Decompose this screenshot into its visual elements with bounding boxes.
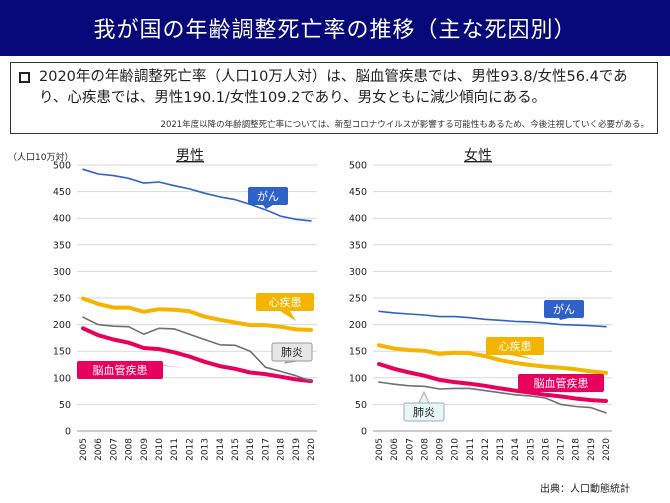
y-tick-label: 450 <box>53 187 71 198</box>
title-banner: 我が国の年齢調整死亡率の推移（主な死因別） <box>0 0 670 56</box>
x-tick-label: 2006 <box>390 438 400 461</box>
y-tick-label: 100 <box>53 373 71 384</box>
x-tick-label: 2009 <box>436 438 446 461</box>
x-tick-label: 2019 <box>292 438 302 461</box>
callout-pointer <box>510 355 536 360</box>
y-tick-label: 200 <box>53 320 71 331</box>
series-line-cerebro <box>377 362 608 403</box>
series-callout <box>544 300 584 318</box>
y-tick-label: 400 <box>349 214 367 225</box>
y-tick-label: 250 <box>53 294 71 305</box>
series-callout <box>518 374 604 392</box>
series-line-heart <box>81 296 313 332</box>
x-tick-label: 2013 <box>201 438 211 461</box>
x-tick-label: 2006 <box>94 438 104 461</box>
x-tick-label: 2015 <box>231 438 241 461</box>
series-line-heart <box>377 343 608 375</box>
series-callout-label: 肺炎 <box>281 346 303 359</box>
x-tick-label: 2005 <box>79 438 89 461</box>
x-tick-label: 2017 <box>557 438 567 461</box>
x-tick-label: 2014 <box>511 438 521 461</box>
series-callout-label: 肺炎 <box>413 406 435 419</box>
series-callout-label: がん <box>257 189 279 203</box>
callout-pointer <box>559 318 569 320</box>
callout-pointer <box>556 392 602 393</box>
y-tick-label: 500 <box>349 161 367 172</box>
x-tick-label: 2007 <box>405 438 415 461</box>
x-tick-label: 2012 <box>185 438 195 461</box>
y-tick-label: 0 <box>361 427 367 438</box>
y-tick-label: 400 <box>53 214 71 225</box>
y-tick-label: 500 <box>53 161 71 172</box>
y-tick-label: 350 <box>349 240 367 251</box>
series-callout-label: 心疾患 <box>499 339 532 353</box>
series-line-cancer <box>82 168 312 222</box>
series-callout <box>486 337 544 355</box>
summary-box: 2020年の年齢調整死亡率（人口10万人対）は、脳血管疾患では、男性93.8/女… <box>10 62 658 134</box>
summary-note: 2021年度以降の年齢調整死亡率については、新型コロナウイルスが影響する可能性も… <box>160 120 649 130</box>
callout-pointer <box>418 390 430 404</box>
series-callout-label: 脳血管疾患 <box>534 376 589 390</box>
x-tick-label: 2005 <box>375 438 385 461</box>
y-tick-label: 450 <box>349 187 367 198</box>
x-tick-label: 2018 <box>572 438 582 461</box>
x-tick-label: 2010 <box>155 438 165 461</box>
x-tick-label: 2008 <box>420 438 430 461</box>
x-tick-label: 2017 <box>261 438 271 461</box>
source-note: 出典：人口動態統計 <box>540 484 630 495</box>
series-callout-label: 脳血管疾患 <box>93 363 148 377</box>
y-tick-label: 0 <box>65 427 71 438</box>
x-tick-label: 2013 <box>496 438 506 461</box>
series-callout <box>248 187 288 205</box>
series-callout <box>256 293 314 311</box>
x-tick-label: 2015 <box>526 438 536 461</box>
series-callout-label: がん <box>553 302 575 316</box>
page-title: 我が国の年齢調整死亡率の推移（主な死因別） <box>93 18 577 43</box>
x-tick-label: 2011 <box>466 438 476 461</box>
y-tick-label: 100 <box>349 373 367 384</box>
x-tick-label: 2016 <box>246 438 256 461</box>
y-tick-label: 150 <box>53 347 71 358</box>
series-line-pneumonia <box>378 381 607 414</box>
x-tick-label: 2018 <box>277 438 287 461</box>
x-tick-label: 2008 <box>125 438 135 461</box>
x-tick-label: 2012 <box>481 438 491 461</box>
square-bullet-icon <box>19 72 30 83</box>
chart-title: 女性 <box>464 147 492 164</box>
callout-pointer <box>263 205 273 209</box>
series-line-cancer <box>378 310 607 328</box>
series-line-pneumonia <box>82 316 312 382</box>
y-tick-label: 150 <box>349 347 367 358</box>
chart-title: 男性 <box>176 148 204 164</box>
x-tick-label: 2007 <box>109 438 119 461</box>
y-tick-label: 300 <box>349 267 367 278</box>
x-tick-label: 2011 <box>170 438 180 461</box>
x-tick-label: 2020 <box>307 438 317 461</box>
x-tick-label: 2016 <box>541 438 551 461</box>
y-tick-label: 300 <box>53 267 71 278</box>
series-line-cerebro <box>81 326 313 384</box>
y-tick-label: 200 <box>349 320 367 331</box>
series-callout <box>403 402 445 422</box>
y-tick-label: 250 <box>349 294 367 305</box>
series-callout-label: 心疾患 <box>269 295 302 309</box>
y-tick-label: 50 <box>355 400 367 411</box>
x-tick-label: 2010 <box>451 438 461 461</box>
y-tick-label: 350 <box>53 240 71 251</box>
series-callout <box>77 361 163 379</box>
y-tick-label: 50 <box>59 400 71 411</box>
callout-pointer <box>280 311 296 321</box>
x-tick-label: 2020 <box>602 438 612 461</box>
x-tick-label: 2009 <box>140 438 150 461</box>
series-callout <box>271 342 313 362</box>
summary-text: 2020年の年齢調整死亡率（人口10万人対）は、脳血管疾患では、男性93.8/女… <box>39 69 628 106</box>
x-tick-label: 2019 <box>587 438 597 461</box>
y-axis-label: （人口10万対） <box>8 151 73 163</box>
x-tick-label: 2014 <box>216 438 226 461</box>
